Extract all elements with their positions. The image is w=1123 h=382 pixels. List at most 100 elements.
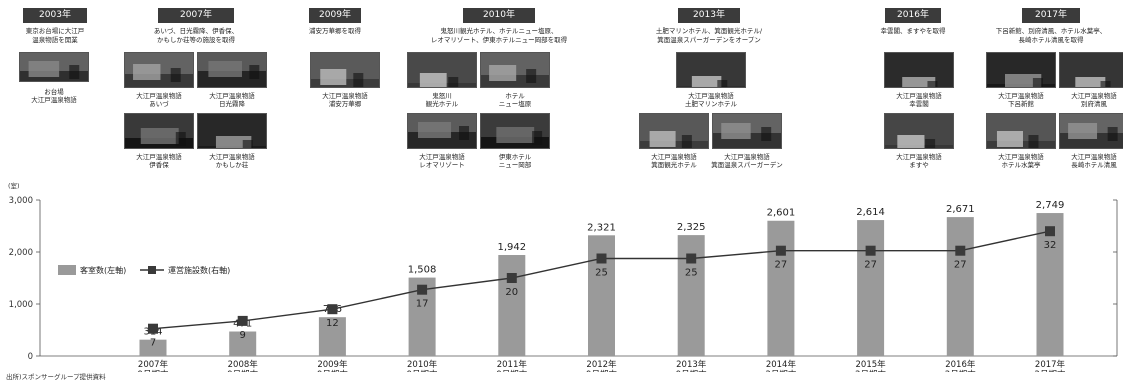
x-tick-label-period: 2月期末: [855, 369, 886, 372]
facility-photo: [480, 113, 550, 149]
line-marker: [506, 273, 517, 283]
bar: [677, 235, 705, 356]
facility-caption: 大江戸温泉物語 浦安万華郷: [322, 92, 368, 108]
x-tick-label-year: 2014年: [766, 359, 797, 370]
line-marker: [775, 245, 786, 256]
facility-caption: 大江戸温泉物語 日光霧降: [209, 92, 255, 108]
facility-caption: 大江戸温泉物語 伊香保: [136, 153, 182, 169]
bar-value-label: 2,749: [1036, 200, 1065, 211]
event-description: あいづ、日光霧降、伊香保、 かもしか荘等の施設を取得: [153, 27, 239, 44]
line-value-label: 25: [685, 268, 698, 279]
x-tick-label-year: 2007年: [138, 359, 169, 370]
facility-caption: 大江戸温泉物語 あいづ: [136, 92, 182, 108]
x-tick-label-year: 2015年: [856, 359, 887, 370]
line-marker: [1045, 226, 1055, 237]
x-tick-label-year: 2010年: [407, 359, 438, 370]
year-label: 2013年: [678, 8, 740, 23]
bar-value-label: 2,614: [856, 207, 885, 218]
bar: [857, 220, 885, 356]
x-tick-label-year: 2017年: [1035, 359, 1066, 370]
facility-caption: 大江戸温泉物語 別府清風: [1071, 92, 1117, 108]
facility-photo: [407, 113, 477, 149]
x-tick-label-period: 9月期末: [676, 369, 707, 372]
legend-bar-label: 客室数(左軸): [80, 265, 126, 275]
facility-caption: お台場 大江戸温泉物語: [31, 88, 77, 104]
y-tick-label: 2,000: [9, 248, 33, 258]
facility-photo: [986, 113, 1056, 149]
y-tick-label: 0: [28, 352, 33, 362]
x-tick-label-period: 9月期末: [227, 369, 258, 372]
line-value-label: 9: [240, 330, 246, 341]
bar-value-label: 2,601: [767, 208, 796, 219]
legend-line-label: 運営施設数(右軸): [168, 265, 230, 275]
facility-photo: [1059, 52, 1123, 88]
line-value-label: 32: [1044, 240, 1057, 251]
bar-value-label: 1,942: [497, 242, 526, 253]
facility-photo: [1059, 113, 1123, 149]
facility-caption: 大江戸温泉物語 箕面観光ホテル: [651, 153, 697, 169]
y-axis-unit: (室): [8, 181, 20, 190]
x-tick-label-period: 9月期末: [496, 369, 527, 372]
facility-caption: 大江戸温泉物語 かもしか荘: [209, 153, 255, 169]
facility-caption: 鬼怒川 観光ホテル: [425, 92, 459, 108]
source-note: 出所)スポンサーグループ提供資料: [6, 373, 106, 381]
facility-photo: [884, 52, 954, 88]
facility-photo: [986, 52, 1056, 88]
bar-value-label: 2,321: [587, 222, 616, 233]
x-tick-label-period: 9月期末: [407, 369, 438, 372]
year-label: 2010年: [463, 8, 535, 23]
line-value-label: 20: [505, 287, 518, 298]
bar: [946, 217, 974, 356]
facility-caption: 大江戸温泉物語 ますや: [896, 153, 942, 169]
facility-caption: 大江戸温泉物語 箕面温泉スパーガーデン: [711, 153, 783, 169]
x-tick-label-year: 2009年: [317, 359, 348, 370]
event-description: 鬼怒川観光ホテル、ホテルニュー塩原、 レオマリゾート、伊東ホテルニュー岡部を取得: [430, 27, 568, 44]
line-value-label: 27: [775, 260, 788, 271]
line-marker: [955, 245, 966, 256]
year-label: 2017年: [1022, 8, 1080, 23]
bar: [229, 331, 257, 356]
x-tick-label-year: 2008年: [228, 359, 259, 370]
facility-caption: 大江戸温泉物語 土肥マリンホテル: [685, 92, 737, 108]
line-marker: [327, 304, 338, 315]
bar: [767, 220, 795, 356]
line-marker: [686, 253, 697, 264]
y-tick-label: 1,000: [9, 300, 33, 310]
line-marker: [417, 284, 428, 295]
line-marker: [148, 323, 158, 334]
x-tick-label-period: 2月期末: [1035, 369, 1066, 372]
line-value-label: 12: [326, 318, 339, 329]
legend-line-marker: [148, 266, 156, 274]
facility-caption: 大江戸温泉物語 幸雲閣: [896, 92, 942, 108]
facility-caption: 大江戸温泉物語 下呂新館: [998, 92, 1044, 108]
bar: [588, 235, 615, 356]
year-label: 2003年: [23, 8, 87, 23]
facility-photo: [19, 52, 89, 82]
facility-photo: [407, 52, 477, 88]
x-tick-label-year: 2016年: [945, 359, 976, 370]
y-tick-label: 3,000: [9, 196, 33, 206]
line-value-label: 25: [595, 268, 608, 279]
facility-photo: [480, 52, 550, 88]
facility-photo: [197, 113, 267, 149]
year-label: 2016年: [885, 8, 941, 23]
event-description: 東京お台場に大江戸 温泉物語を開業: [25, 27, 85, 44]
line-value-label: 27: [864, 260, 877, 271]
facility-photo: [124, 52, 194, 88]
bar-value-label: 2,671: [946, 204, 975, 215]
facility-caption: 大江戸温泉物語 レオマリゾート: [419, 153, 465, 169]
x-tick-label-period: 2月期末: [765, 369, 796, 372]
line-value-label: 17: [416, 299, 429, 310]
event-description: 下呂新館、別府清風、ホテル水葉亭、 長崎ホテル清風を取得: [995, 27, 1107, 44]
event-description: 幸雲閣、ますやを取得: [880, 27, 946, 35]
facility-photo: [124, 113, 194, 149]
line-marker: [596, 253, 607, 264]
facility-photo: [712, 113, 782, 149]
facility-photo: [197, 52, 267, 88]
facility-caption: 大江戸温泉物語 長崎ホテル清風: [1071, 153, 1117, 169]
facility-photo: [639, 113, 709, 149]
x-tick-label-period: 2月期末: [945, 369, 976, 372]
facility-caption: ホテル ニュー塩原: [498, 92, 532, 108]
x-tick-label-year: 2011年: [497, 359, 528, 370]
bar-value-label: 1,508: [408, 265, 437, 276]
